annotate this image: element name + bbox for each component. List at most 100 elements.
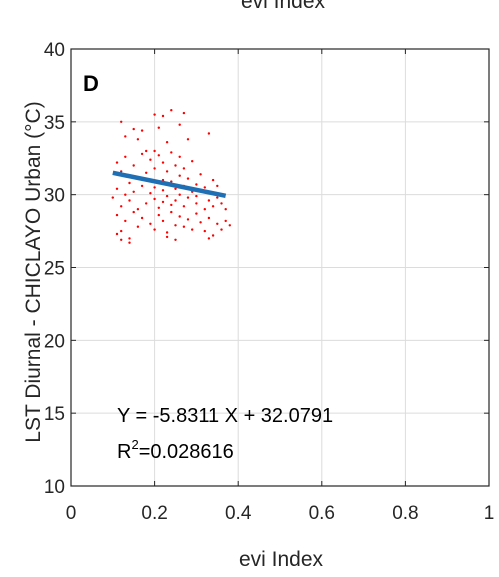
data-point	[132, 190, 135, 193]
data-point	[211, 234, 215, 237]
data-point	[165, 141, 169, 144]
data-point	[120, 170, 123, 173]
data-point	[174, 199, 177, 202]
data-point	[128, 199, 131, 202]
data-point	[170, 151, 173, 154]
data-point	[140, 184, 144, 188]
x-tick-label: 0.2	[141, 503, 167, 524]
data-point	[228, 224, 231, 227]
tick-marks	[70, 48, 490, 487]
data-point	[165, 170, 169, 173]
data-point	[207, 132, 211, 135]
data-point	[165, 231, 169, 234]
data-point	[174, 224, 177, 227]
x-tick-label: 0.8	[392, 503, 418, 524]
data-point	[140, 152, 144, 156]
data-point	[178, 193, 181, 196]
y-tick-label: 40	[44, 40, 65, 61]
data-point	[120, 205, 123, 208]
data-point	[186, 138, 190, 141]
data-point	[157, 126, 160, 129]
data-point	[165, 235, 169, 239]
data-point	[186, 177, 190, 180]
data-point	[124, 193, 127, 196]
data-point	[128, 241, 131, 244]
data-point	[195, 183, 198, 186]
data-point	[124, 135, 127, 138]
data-point	[149, 222, 152, 225]
data-point	[153, 167, 156, 170]
fit-line-group	[112, 170, 227, 199]
r-squared-superscript: 2	[131, 437, 138, 452]
data-point	[115, 161, 119, 164]
data-point	[220, 228, 223, 231]
data-point	[211, 178, 215, 182]
data-point	[161, 114, 165, 118]
data-point	[207, 237, 211, 240]
data-point	[165, 194, 169, 198]
y-tick-label: 25	[44, 259, 65, 280]
data-point	[178, 215, 181, 218]
r-squared: R2=0.028616	[117, 437, 234, 463]
data-point	[174, 187, 177, 190]
data-point	[145, 202, 148, 205]
data-point	[140, 216, 144, 220]
data-point	[132, 164, 135, 167]
x-tick-label: 0.6	[309, 503, 335, 524]
data-point	[132, 127, 135, 131]
data-point	[224, 208, 227, 211]
data-point	[195, 202, 198, 205]
data-point	[136, 208, 140, 211]
x-tick-label: 0	[66, 503, 77, 524]
data-point	[124, 219, 127, 223]
data-point	[149, 158, 152, 161]
data-point	[120, 238, 123, 241]
data-point	[157, 206, 160, 209]
data-point	[161, 200, 165, 204]
data-point	[203, 208, 206, 211]
data-point	[174, 238, 177, 241]
panel-label: D	[83, 71, 99, 96]
data-point	[186, 218, 190, 221]
data-point	[178, 174, 181, 177]
r-squared-prefix: R	[117, 441, 131, 463]
grid-lines	[70, 48, 490, 487]
y-tick-label: 10	[44, 477, 65, 498]
data-point	[211, 205, 215, 208]
y-axis-label: LST Diurnal - CHICLAYO Urban (°C)	[22, 101, 45, 442]
y-tick-labels: 10 15 20 25 30 35 40	[44, 40, 65, 498]
data-point	[132, 210, 135, 214]
data-point	[136, 225, 140, 228]
data-point	[170, 180, 173, 183]
data-point	[195, 212, 198, 215]
data-point	[115, 187, 119, 190]
data-point	[153, 197, 156, 201]
data-point	[128, 237, 131, 240]
data-point	[145, 149, 148, 153]
data-point	[182, 111, 186, 115]
data-point	[199, 173, 202, 176]
top-caption: evi Index	[241, 0, 326, 13]
data-point	[174, 164, 177, 167]
data-point	[161, 161, 165, 164]
data-point	[220, 202, 223, 205]
data-point	[157, 213, 160, 217]
y-tick-label: 20	[44, 331, 65, 352]
data-point	[191, 160, 194, 163]
y-tick-label: 15	[44, 404, 65, 425]
regression-equation: Y = -5.8311 X + 32.0791	[117, 405, 333, 427]
data-point	[203, 229, 206, 233]
data-point	[182, 205, 186, 208]
data-point	[170, 109, 173, 112]
x-axis-label: evi Index	[239, 548, 324, 571]
data-point	[178, 155, 181, 158]
data-point	[145, 171, 148, 174]
data-point	[140, 129, 144, 132]
r-squared-value: =0.028616	[139, 441, 234, 463]
data-point	[149, 192, 152, 195]
data-point	[153, 113, 156, 116]
data-point	[207, 199, 211, 202]
data-point	[161, 219, 165, 223]
data-point	[224, 219, 227, 223]
